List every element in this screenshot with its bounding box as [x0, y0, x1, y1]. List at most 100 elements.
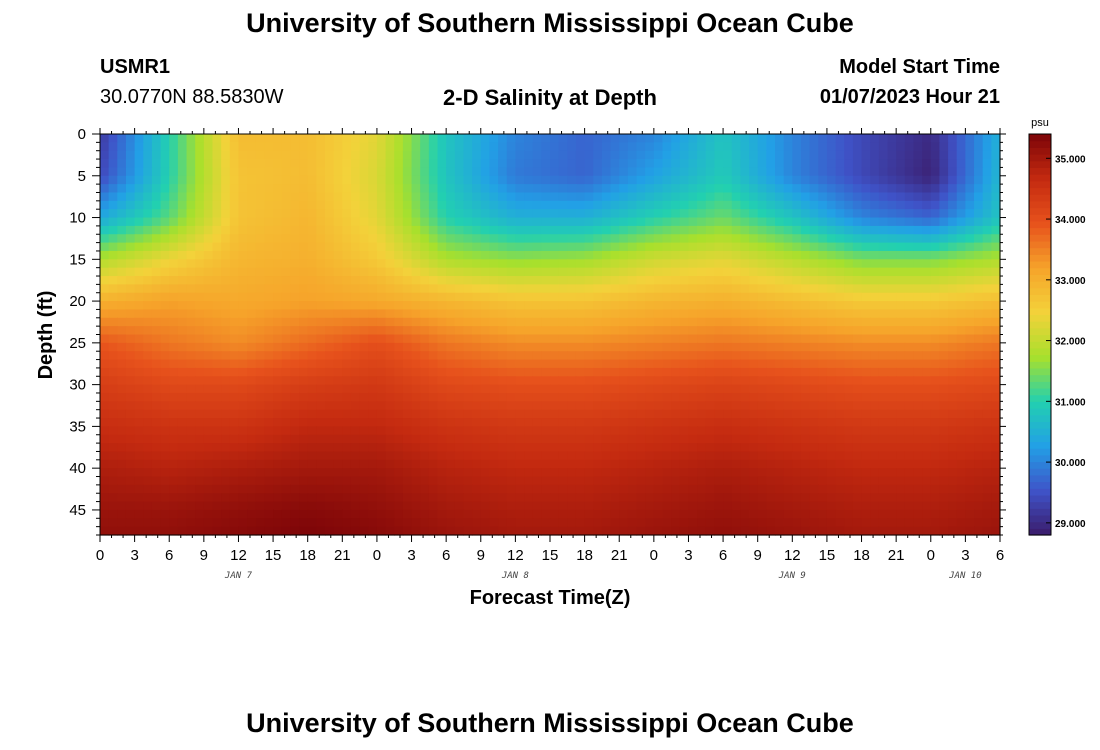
heatmap-cell — [454, 301, 465, 311]
heatmap-cell — [627, 384, 638, 394]
heatmap-cell — [904, 276, 915, 285]
heatmap-cell — [134, 167, 144, 177]
heatmap-cell — [394, 225, 404, 235]
heatmap-cell — [965, 401, 975, 411]
heatmap-cell — [575, 401, 586, 411]
heatmap-cell — [662, 501, 672, 511]
heatmap-cell — [904, 509, 915, 519]
heatmap-cell — [740, 518, 750, 528]
heatmap-cell — [705, 451, 716, 461]
heatmap-cell — [852, 384, 863, 394]
heatmap-cell — [203, 326, 214, 336]
heatmap-cell — [359, 167, 369, 177]
heatmap-cell — [740, 459, 750, 469]
heatmap-cell — [350, 292, 361, 302]
heatmap-cell — [472, 142, 482, 152]
heatmap-cell — [428, 250, 439, 260]
heatmap-cell — [281, 326, 291, 336]
heatmap-cell — [740, 150, 750, 160]
heatmap-cell — [307, 192, 317, 202]
heatmap-cell — [723, 242, 733, 252]
heatmap-cell — [307, 334, 317, 344]
heatmap-cell — [870, 159, 880, 169]
heatmap-cell — [420, 267, 430, 277]
heatmap-cell — [731, 225, 741, 235]
heatmap-cell — [922, 518, 932, 528]
heatmap-cell — [939, 276, 949, 285]
heatmap-cell — [532, 267, 542, 277]
heatmap-cell — [870, 334, 880, 344]
heatmap-cell — [143, 518, 153, 528]
heatmap-cell — [299, 225, 309, 235]
heatmap-cell — [221, 418, 231, 427]
heatmap-cell — [619, 493, 629, 503]
heatmap-cell — [653, 142, 664, 152]
heatmap-cell — [125, 459, 136, 469]
heatmap-cell — [792, 443, 802, 453]
heatmap-cell — [160, 326, 170, 336]
heatmap-cell — [653, 267, 664, 277]
heatmap-cell — [108, 225, 118, 235]
heatmap-cell — [584, 175, 594, 185]
heatmap-cell — [428, 376, 439, 386]
heatmap-cell — [151, 367, 162, 377]
heatmap-cell — [662, 167, 672, 177]
heatmap-cell — [584, 451, 594, 461]
heatmap-cell — [134, 351, 144, 361]
heatmap-cell — [420, 459, 430, 469]
heatmap-cell — [472, 276, 482, 285]
heatmap-cell — [653, 451, 664, 461]
heatmap-cell — [212, 317, 222, 327]
heatmap-cell — [896, 250, 906, 260]
heatmap-cell — [134, 326, 144, 336]
heatmap-cell — [273, 451, 283, 461]
heatmap-cell — [818, 234, 828, 244]
heatmap-cell — [645, 209, 655, 219]
heatmap-cell — [740, 175, 750, 185]
heatmap-cell — [498, 276, 508, 285]
heatmap-cell — [125, 359, 136, 369]
heatmap-cell — [446, 334, 456, 344]
heatmap-cell — [723, 384, 733, 394]
heatmap-cell — [740, 267, 750, 277]
heatmap-cell — [273, 225, 283, 235]
heatmap-cell — [766, 376, 776, 386]
heatmap-cell — [376, 292, 387, 302]
heatmap-cell — [350, 150, 361, 160]
heatmap-cell — [826, 276, 837, 285]
heatmap-cell — [705, 167, 716, 177]
heatmap-cell — [870, 367, 880, 377]
heatmap-cell — [619, 342, 629, 352]
heatmap-cell — [627, 434, 638, 444]
heatmap-cell — [117, 259, 127, 269]
heatmap-cell — [463, 392, 473, 402]
heatmap-cell — [679, 242, 690, 252]
heatmap-cell — [472, 384, 482, 394]
heatmap-cell — [705, 309, 716, 319]
heatmap-cell — [731, 250, 741, 260]
heatmap-cell — [904, 242, 915, 252]
heatmap-cell — [125, 342, 136, 352]
heatmap-cell — [896, 267, 906, 277]
heatmap-cell — [861, 309, 871, 319]
heatmap-cell — [108, 217, 118, 227]
heatmap-cell — [385, 376, 395, 386]
heatmap-cell — [766, 225, 776, 235]
heatmap-cell — [177, 267, 188, 277]
heatmap-cell — [653, 401, 664, 411]
heatmap-cell — [169, 242, 179, 252]
heatmap-cell — [333, 259, 343, 269]
heatmap-cell — [169, 292, 179, 302]
heatmap-cell — [264, 484, 274, 494]
heatmap-cell — [420, 209, 430, 219]
heatmap-cell — [273, 443, 283, 453]
heatmap-cell — [221, 267, 231, 277]
heatmap-cell — [186, 367, 196, 377]
heatmap-cell — [671, 493, 681, 503]
heatmap-cell — [255, 401, 266, 411]
heatmap-cell — [160, 359, 170, 369]
heatmap-cell — [740, 476, 750, 486]
heatmap-cell — [333, 159, 343, 169]
heatmap-cell — [974, 451, 984, 461]
heatmap-cell — [290, 342, 300, 352]
